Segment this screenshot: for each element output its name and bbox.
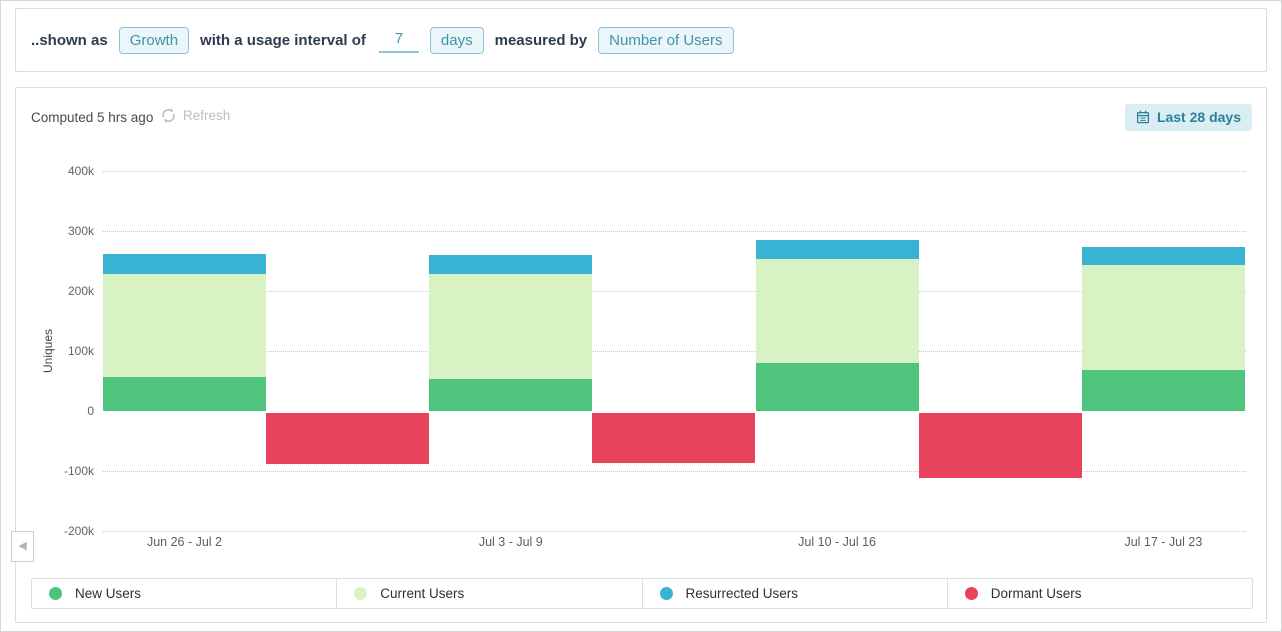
y-axis-tick-label: 400k [67,164,94,178]
legend-color-dot [964,587,978,600]
y-axis-tick-label: 300k [67,224,94,238]
bar-segment-dormant-users[interactable] [266,413,429,464]
bar-segment-new-users[interactable] [103,376,266,411]
bar-segment-dormant-users[interactable] [592,413,756,463]
bar-segment-resurrected-users[interactable] [103,253,266,274]
bar-segment-resurrected-users[interactable] [755,240,919,260]
measure-chip-number-of-users[interactable]: Number of Users [598,26,734,54]
bar-segment-new-users[interactable] [1081,370,1245,411]
x-axis-tick-label: Jul 17 - Jul 23 [1124,535,1203,549]
gridline [103,171,1246,172]
legend-label: Current Users [380,586,465,601]
gridline [103,231,1246,232]
y-axis-tick-label: 200k [67,284,94,298]
scroll-left-button[interactable]: ◀ [11,531,34,562]
bar-segment-new-users[interactable] [429,379,593,411]
bar-segment-current-users[interactable] [429,274,593,380]
legend-color-dot [354,587,368,600]
gridline [103,531,1246,532]
y-axis-title: Uniques [41,328,55,374]
bar-segment-resurrected-users[interactable] [429,255,593,275]
legend-item-dormant-users[interactable]: Dormant Users [946,579,1252,608]
x-axis-tick-label: Jul 10 - Jul 16 [798,535,876,549]
legend-item-resurrected-users[interactable]: Resurrected Users [641,579,947,608]
chart-panel: Computed 5 hrs ago Refresh [15,87,1267,623]
legend-color-dot [49,587,62,600]
y-axis-tick-label: 100k [67,344,94,358]
refresh-label: Refresh [183,108,231,123]
chart-legend: New Users Current Users Resurrected Users D… [31,578,1253,609]
filter-bar: ..shown as Growth with a usage interval … [15,8,1267,72]
date-range-label: Last 28 days [1156,109,1241,125]
shown-as-label: ..shown as [31,31,108,49]
bar-segment-resurrected-users[interactable] [1081,247,1245,266]
computed-timestamp: Computed 5 hrs ago [31,110,154,125]
growth-chart: 400k 300k 200k 100k 0 -100k -200k Uniques Jun 26… [16,88,1266,622]
interval-unit-chip-days[interactable]: days [429,26,484,54]
legend-color-dot [659,587,673,600]
bar-segment-new-users[interactable] [755,363,919,411]
bar-segment-current-users[interactable] [103,273,266,377]
legend-label: Resurrected Users [685,586,799,601]
usage-interval-label: with a usage interval of [200,31,366,49]
refresh-icon [162,108,175,123]
left-arrow-icon: ◀ [18,540,27,552]
gridline [103,471,1246,472]
refresh-button[interactable]: Refresh [160,107,230,124]
legend-label: New Users [75,586,142,601]
bar-segment-current-users[interactable] [755,259,919,363]
date-range-button[interactable]: Last 28 days [1124,104,1252,131]
calendar-icon [1136,110,1149,124]
x-axis-tick-label: Jun 26 - Jul 2 [146,535,223,549]
measured-by-label: measured by [494,31,588,49]
y-axis-tick-label: -200k [63,524,94,538]
bar-segment-dormant-users[interactable] [918,413,1082,478]
legend-item-new-users[interactable]: New Users [32,579,336,608]
legend-label: Dormant Users [990,586,1082,601]
y-axis-tick-label: -100k [63,464,94,478]
y-axis-tick-label: 0 [87,404,94,418]
interval-input[interactable] [378,27,419,53]
x-axis-tick-label: Jul 3 - Jul 9 [478,535,543,549]
gridline [103,351,1246,352]
metric-chip-growth[interactable]: Growth [118,26,190,54]
gridline [103,291,1246,292]
bar-segment-current-users[interactable] [1081,265,1245,371]
legend-item-current-users[interactable]: Current Users [336,579,641,608]
